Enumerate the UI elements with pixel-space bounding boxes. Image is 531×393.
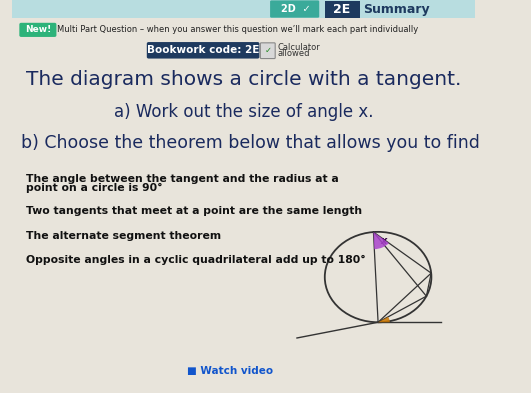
Text: The angle between the tangent and the radius at a: The angle between the tangent and the ra… [26,174,339,184]
Text: Bookwork code: 2E: Bookwork code: 2E [147,45,259,55]
Text: allowed: allowed [277,50,310,58]
Text: a) Work out the size of angle x.: a) Work out the size of angle x. [114,103,373,121]
Text: Multi Part Question – when you answer this question we’ll mark each part individ: Multi Part Question – when you answer th… [57,26,418,34]
Text: New!: New! [25,26,51,34]
FancyBboxPatch shape [12,0,475,18]
FancyBboxPatch shape [19,23,56,37]
FancyBboxPatch shape [147,42,260,59]
Text: The alternate segment theorem: The alternate segment theorem [26,231,221,241]
Text: b) Choose the theorem below that allows you to find: b) Choose the theorem below that allows … [21,134,480,152]
FancyBboxPatch shape [325,1,359,18]
Text: Summary: Summary [363,2,430,16]
Text: The diagram shows a circle with a tangent.: The diagram shows a circle with a tangen… [26,70,461,89]
Wedge shape [373,232,389,249]
Text: x: x [381,236,387,246]
Text: Opposite angles in a cyclic quadrilateral add up to 180°: Opposite angles in a cyclic quadrilatera… [26,255,365,265]
Text: 2E: 2E [333,2,350,16]
FancyBboxPatch shape [270,0,319,18]
FancyBboxPatch shape [260,43,275,59]
Text: ■ Watch video: ■ Watch video [187,366,273,376]
Text: point on a circle is 90°: point on a circle is 90° [26,182,162,193]
Text: 2D  ✓: 2D ✓ [281,4,311,14]
Text: Calculator: Calculator [277,44,320,52]
Text: ✓: ✓ [264,46,271,55]
Text: Two tangents that meet at a point are the same length: Two tangents that meet at a point are th… [26,206,362,217]
Wedge shape [378,317,390,322]
